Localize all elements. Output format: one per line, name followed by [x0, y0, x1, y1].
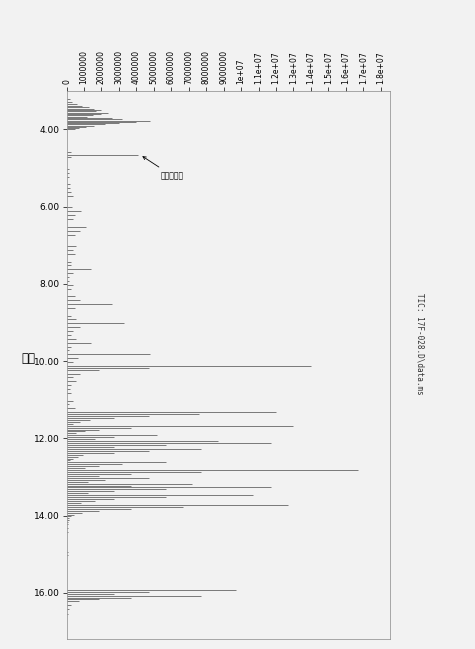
Text: TIC: 17F-028.D\data.ms: TIC: 17F-028.D\data.ms — [416, 293, 425, 395]
Text: 叔丁基甲醚: 叔丁基甲醚 — [143, 156, 184, 180]
Y-axis label: 时间: 时间 — [21, 352, 35, 365]
